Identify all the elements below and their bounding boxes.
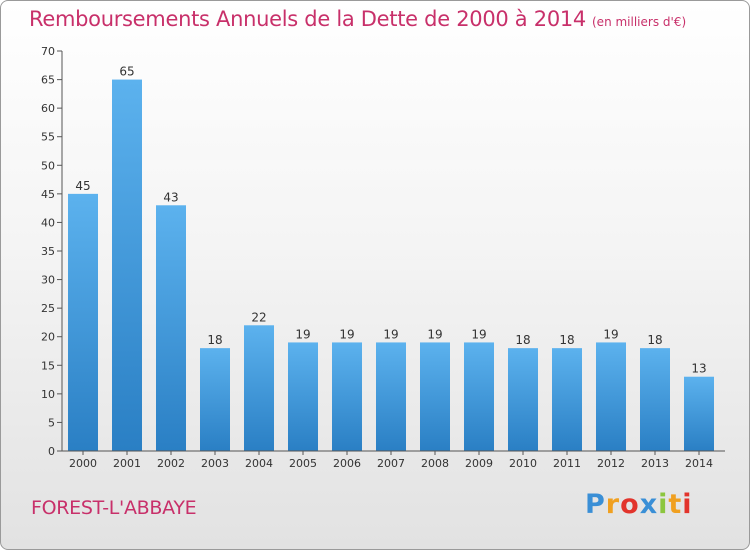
y-tick-label: 70 bbox=[41, 45, 55, 58]
data-label-2013: 18 bbox=[647, 333, 662, 347]
chart-title: Remboursements Annuels de la Dette de 20… bbox=[29, 7, 686, 31]
x-tick-label-2005: 2005 bbox=[289, 457, 317, 470]
bar-2013 bbox=[640, 348, 670, 451]
bar-2007 bbox=[376, 342, 406, 451]
x-tick-label-2000: 2000 bbox=[69, 457, 97, 470]
data-label-2003: 18 bbox=[207, 333, 222, 347]
bar-2002 bbox=[156, 205, 186, 451]
logo-letter: P bbox=[585, 489, 606, 520]
logo-letter: t bbox=[668, 489, 683, 520]
y-tick-label: 40 bbox=[41, 216, 55, 229]
y-tick-label: 45 bbox=[41, 188, 55, 201]
x-tick-label-2003: 2003 bbox=[201, 457, 229, 470]
bar-2014 bbox=[684, 376, 714, 451]
proxiti-logo[interactable]: Proxiti bbox=[585, 489, 693, 520]
y-tick-label: 50 bbox=[41, 159, 55, 172]
logo-letter: i bbox=[658, 489, 669, 520]
logo-letter: i bbox=[682, 489, 693, 520]
data-label-2007: 19 bbox=[383, 327, 398, 341]
data-label-2009: 19 bbox=[471, 327, 486, 341]
x-tick-label-2002: 2002 bbox=[157, 457, 185, 470]
bar-2010 bbox=[508, 348, 538, 451]
y-tick-label: 65 bbox=[41, 74, 55, 87]
y-tick-label: 25 bbox=[41, 302, 55, 315]
bar-2006 bbox=[332, 342, 362, 451]
y-axis: 0 5 10 15 20 25 30 35 40 45 50 55 60 65 70 bbox=[41, 45, 63, 458]
bar-2003 bbox=[200, 348, 230, 451]
x-tick-label-2001: 2001 bbox=[113, 457, 141, 470]
y-tick-label: 55 bbox=[41, 131, 55, 144]
bar-2005 bbox=[288, 342, 318, 451]
bars bbox=[68, 79, 714, 452]
bar-2001 bbox=[112, 79, 142, 452]
x-tick-label-2008: 2008 bbox=[421, 457, 449, 470]
x-tick-label-2013: 2013 bbox=[641, 457, 669, 470]
data-label-2011: 18 bbox=[559, 333, 574, 347]
data-label-2010: 18 bbox=[515, 333, 530, 347]
y-tick-label: 30 bbox=[41, 274, 55, 287]
chart-title-text: Remboursements Annuels de la Dette de 20… bbox=[29, 7, 586, 31]
y-tick-label: 20 bbox=[41, 331, 55, 344]
x-tick-label-2009: 2009 bbox=[465, 457, 493, 470]
bar-2012 bbox=[596, 342, 626, 451]
data-label-2014: 13 bbox=[691, 362, 706, 376]
data-label-2000: 45 bbox=[75, 179, 90, 193]
x-tick-label-2006: 2006 bbox=[333, 457, 361, 470]
data-label-2002: 43 bbox=[163, 190, 178, 204]
data-labels: 45 65 43 18 22 19 19 19 19 19 18 18 19 18 13 bbox=[75, 65, 706, 376]
x-tick-label-2010: 2010 bbox=[509, 457, 537, 470]
data-label-2008: 19 bbox=[427, 327, 442, 341]
bar-2009 bbox=[464, 342, 494, 451]
data-label-2012: 19 bbox=[603, 327, 618, 341]
x-tick-label-2007: 2007 bbox=[377, 457, 405, 470]
y-tick-label: 0 bbox=[48, 445, 55, 458]
logo-letter: o bbox=[620, 489, 640, 520]
x-tick-label-2011: 2011 bbox=[553, 457, 581, 470]
chart-unit: (en milliers d'€) bbox=[592, 15, 687, 29]
y-tick-label: 10 bbox=[41, 388, 55, 401]
bar-2011 bbox=[552, 348, 582, 451]
logo-letter: x bbox=[639, 489, 659, 520]
x-tick-label-2014: 2014 bbox=[685, 457, 713, 470]
x-tick-label-2012: 2012 bbox=[597, 457, 625, 470]
y-tick-label: 35 bbox=[41, 245, 55, 258]
bar-2008 bbox=[420, 342, 450, 451]
commune-name: FOREST-L'ABBAYE bbox=[31, 497, 197, 519]
y-tick-label: 5 bbox=[48, 416, 55, 429]
y-tick-label: 15 bbox=[41, 359, 55, 372]
data-label-2001: 65 bbox=[119, 65, 134, 79]
bar-2000 bbox=[68, 193, 98, 451]
y-tick-label: 60 bbox=[41, 102, 55, 115]
x-tick-label-2004: 2004 bbox=[245, 457, 273, 470]
logo-letter: r bbox=[605, 489, 621, 520]
bar-2004 bbox=[244, 325, 274, 451]
x-axis: 2000 2001 2002 2003 2004 2005 2006 2007 2008 2009… bbox=[62, 450, 725, 470]
data-label-2006: 19 bbox=[339, 327, 354, 341]
data-label-2005: 19 bbox=[295, 327, 310, 341]
data-label-2004: 22 bbox=[251, 310, 266, 324]
